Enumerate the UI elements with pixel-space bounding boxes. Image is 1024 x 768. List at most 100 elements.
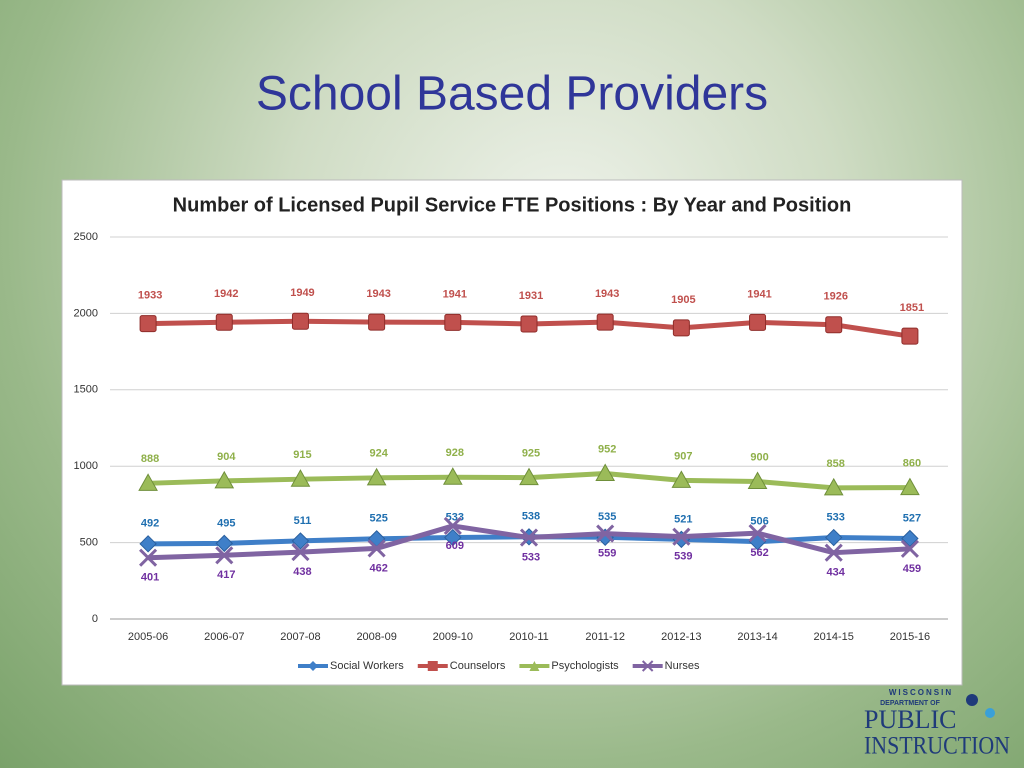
data-label: 559 xyxy=(598,547,616,559)
data-label: 888 xyxy=(141,453,159,465)
data-point xyxy=(825,316,843,334)
x-tick-label: 2015-16 xyxy=(890,631,930,643)
data-label: 492 xyxy=(141,518,159,530)
data-label: 1942 xyxy=(214,288,238,300)
data-label: 533 xyxy=(522,551,540,563)
data-point xyxy=(901,529,919,548)
logo-text: PUBLIC xyxy=(864,705,956,734)
legend-label: Nurses xyxy=(665,660,700,672)
data-point xyxy=(825,528,843,547)
data-point xyxy=(672,319,690,337)
logo-icon xyxy=(985,708,995,718)
data-label: 417 xyxy=(217,569,235,581)
data-label: 1851 xyxy=(900,302,924,314)
data-point xyxy=(901,327,919,345)
data-point xyxy=(748,524,767,543)
data-label: 860 xyxy=(903,457,921,469)
data-point xyxy=(900,539,919,558)
logo-text: INSTRUCTION xyxy=(864,733,1010,760)
data-point xyxy=(138,473,158,491)
y-tick-label: 2000 xyxy=(74,307,98,319)
legend-marker xyxy=(308,661,318,671)
data-label: 924 xyxy=(369,448,388,460)
data-point xyxy=(291,532,310,550)
data-label: 535 xyxy=(598,511,616,523)
data-point xyxy=(900,477,920,496)
data-point xyxy=(368,313,386,331)
data-point xyxy=(367,539,386,558)
data-label: 609 xyxy=(446,540,464,552)
data-label: 401 xyxy=(141,572,159,584)
data-point xyxy=(214,470,235,489)
data-point xyxy=(139,548,158,567)
legend-marker xyxy=(427,661,438,671)
y-tick-label: 1000 xyxy=(74,460,98,472)
data-label: 1943 xyxy=(366,288,390,300)
data-label: 952 xyxy=(598,443,616,455)
data-point xyxy=(595,463,616,482)
data-point xyxy=(596,313,614,331)
x-tick-label: 2013-14 xyxy=(737,631,777,643)
y-tick-label: 2500 xyxy=(74,231,98,243)
logo-text: WISCONSIN xyxy=(889,688,953,697)
chart-title: Number of Licensed Pupil Service FTE Pos… xyxy=(173,194,852,216)
data-label: 907 xyxy=(674,450,692,462)
data-point xyxy=(444,313,462,331)
data-label: 511 xyxy=(294,515,312,527)
data-label: 858 xyxy=(827,458,845,470)
logo-icon xyxy=(966,694,978,706)
data-label: 434 xyxy=(827,567,846,579)
data-label: 495 xyxy=(217,517,235,529)
logo-text: DEPARTMENT OF xyxy=(880,700,940,707)
data-label: 1933 xyxy=(138,290,162,302)
data-label: 1941 xyxy=(443,288,467,300)
legend-label: Social Workers xyxy=(330,660,404,672)
x-tick-label: 2009-10 xyxy=(433,631,473,643)
data-point xyxy=(596,524,615,543)
data-point xyxy=(520,315,538,333)
chart-panel xyxy=(61,179,963,686)
data-point xyxy=(671,470,692,488)
data-point xyxy=(672,527,691,546)
data-label: 539 xyxy=(674,551,692,563)
y-tick-label: 0 xyxy=(92,613,98,625)
y-tick-label: 500 xyxy=(80,537,98,549)
data-point xyxy=(747,471,768,489)
data-label: 915 xyxy=(293,449,311,461)
data-label: 1941 xyxy=(747,288,771,300)
data-label: 462 xyxy=(369,562,387,574)
logo: WISCONSIN DEPARTMENT OF PUBLIC INSTRUCTI… xyxy=(864,688,1010,760)
data-point xyxy=(443,516,462,536)
y-tick-label: 1500 xyxy=(74,384,98,396)
data-label: 1943 xyxy=(595,288,619,300)
data-label: 925 xyxy=(522,448,540,460)
data-label: 900 xyxy=(750,451,768,463)
data-point xyxy=(215,313,233,331)
data-point xyxy=(823,477,844,496)
x-tick-label: 2014-15 xyxy=(814,631,854,643)
x-tick-label: 2012-13 xyxy=(661,631,701,643)
data-label: 904 xyxy=(217,451,236,463)
legend-marker xyxy=(529,661,540,671)
data-point xyxy=(519,467,539,486)
data-point xyxy=(139,535,157,553)
x-tick-label: 2010-11 xyxy=(509,631,549,643)
legend-label: Psychologists xyxy=(551,660,619,672)
data-point xyxy=(519,528,539,547)
data-label: 1926 xyxy=(823,291,847,303)
data-point xyxy=(291,543,310,562)
data-point xyxy=(215,534,233,553)
data-point xyxy=(824,543,843,562)
data-point xyxy=(442,467,463,485)
data-point xyxy=(749,313,767,331)
data-point xyxy=(444,528,462,547)
data-label: 459 xyxy=(903,563,921,575)
data-label: 527 xyxy=(903,512,921,524)
data-label: 438 xyxy=(293,566,311,578)
x-tick-label: 2007-08 xyxy=(280,631,320,643)
data-point xyxy=(139,315,157,333)
data-label: 1905 xyxy=(671,294,695,306)
data-point xyxy=(291,312,309,330)
